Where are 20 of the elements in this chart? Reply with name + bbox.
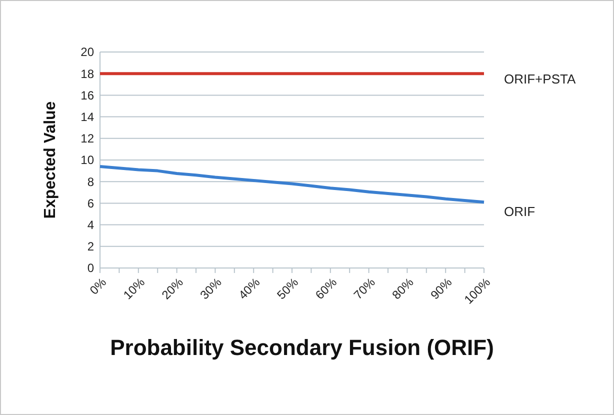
y-axis-title: Expected Value [42, 101, 59, 219]
y-tick-label: 20 [80, 45, 94, 60]
y-tick-label: 12 [80, 132, 94, 146]
y-tick-label: 6 [87, 196, 94, 210]
y-tick-label: 2 [87, 240, 94, 254]
x-tick-label: 70% [351, 274, 378, 302]
series-label: ORIF+PSTA [504, 72, 576, 87]
line-series [98, 164, 486, 204]
y-tick-label: 10 [80, 153, 94, 168]
y-tick-label: 18 [80, 66, 94, 81]
series-label: ORIF [504, 204, 536, 220]
y-tick-label: 4 [87, 218, 94, 232]
x-tick-label: 0% [86, 274, 110, 298]
x-tick-label: 40% [236, 274, 263, 302]
y-tick-label: 16 [80, 88, 94, 102]
x-tick-label: 60% [312, 274, 340, 302]
y-tick-label: 0 [87, 261, 94, 276]
y-tick-label: 14 [80, 110, 94, 124]
x-axis-title: Probability Secondary Fusion (ORIF) [110, 335, 494, 360]
y-tick-label: 8 [87, 174, 94, 189]
